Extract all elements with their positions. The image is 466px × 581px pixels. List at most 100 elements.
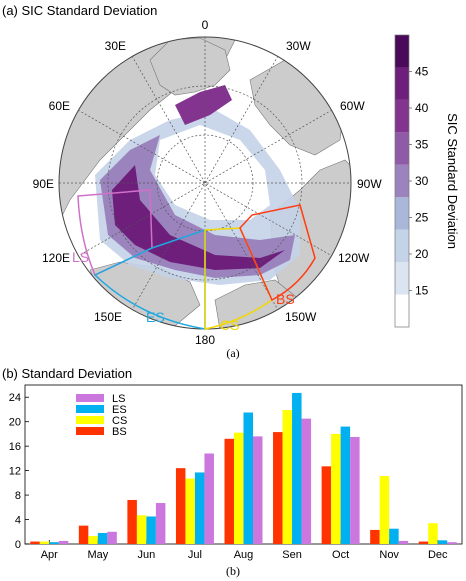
- colorbar-tick-label: 45: [415, 65, 429, 79]
- legend-swatch-cs: [76, 416, 104, 424]
- bar-bs-may: [78, 525, 89, 544]
- colorbar-tick-label: 15: [415, 284, 429, 298]
- panel-b-title: (b) Standard Deviation: [2, 366, 132, 381]
- lon-labels: 0 30W 60W 90W 120W 150W 180 150E 120E 90…: [33, 18, 383, 347]
- bar-cs-dec: [428, 523, 438, 544]
- colorbar-tick-label: 25: [415, 211, 429, 225]
- bar-ls-aug: [253, 436, 263, 544]
- lon-label: 180: [195, 333, 215, 347]
- colorbar-tick-label: 35: [415, 138, 429, 152]
- bar-cs-apr: [39, 541, 50, 544]
- x-tick-label: Sen: [282, 549, 302, 561]
- bar-es-may: [97, 532, 108, 544]
- legend-swatch-bs: [76, 427, 104, 435]
- colorbar-cell: [395, 262, 409, 295]
- bar-bs-aug: [224, 438, 234, 544]
- colorbar-tick-label: 30: [415, 174, 429, 188]
- bar-ls-oct: [350, 436, 360, 544]
- bar-cs-oct: [331, 433, 341, 544]
- bar-ls-jun: [155, 503, 166, 544]
- bar-es-oct: [340, 426, 351, 544]
- y-tick-label: 16: [9, 441, 21, 453]
- colorbar-cell: [395, 132, 409, 165]
- legend-label-cs: CS: [112, 415, 127, 427]
- x-tick-label: Nov: [379, 549, 399, 561]
- lon-label: 90E: [33, 177, 54, 191]
- region-label-cs: CS: [220, 317, 239, 333]
- bar-cs-sen: [282, 410, 293, 544]
- lon-label: 150W: [285, 310, 317, 324]
- panel-b-caption: (b): [226, 564, 240, 578]
- land-scandinavia: [149, 37, 231, 96]
- bar-bs-oct: [321, 466, 332, 544]
- bar-es-aug: [243, 412, 253, 544]
- lon-label: 0: [202, 18, 209, 32]
- bar-es-dec: [437, 540, 448, 544]
- region-label-bs: BS: [276, 291, 295, 307]
- sic-band-barents: [175, 85, 232, 125]
- lon-label: 60W: [340, 99, 365, 113]
- bar-bs-apr: [30, 541, 40, 544]
- bar-ls-dec: [447, 542, 457, 544]
- lon-label: 150E: [94, 310, 122, 324]
- legend-swatch-ls: [76, 394, 104, 402]
- bar-bs-jun: [127, 499, 137, 544]
- panel-a-caption: (a): [226, 346, 239, 360]
- region-label-es: ES: [146, 309, 165, 325]
- bar-es-jul: [194, 472, 205, 544]
- x-tick-label: Jul: [188, 549, 202, 561]
- bar-ls-sen: [301, 418, 312, 544]
- y-tick-label: 4: [15, 515, 21, 527]
- x-tick-label: Apr: [41, 549, 58, 561]
- bar-bs-jul: [175, 468, 186, 544]
- colorbar-tick-label: 20: [415, 247, 429, 261]
- region-bs-outline: [239, 204, 316, 302]
- colorbar-cell: [395, 99, 409, 133]
- colorbar-cell: [395, 35, 409, 68]
- y-tick-label: 12: [9, 466, 21, 478]
- bar-es-jun: [146, 516, 156, 544]
- region-labels: LS ES CS BS: [72, 249, 295, 333]
- lon-label: 120W: [338, 251, 370, 265]
- lon-label: 30E: [105, 39, 126, 53]
- bar-ls-nov: [398, 540, 409, 544]
- colorbar-label: SIC Standard Deviation: [445, 113, 460, 249]
- y-tick-label: 0: [15, 539, 21, 551]
- bar-bs-nov: [370, 529, 380, 544]
- bar-bs-dec: [418, 541, 429, 544]
- y-tick-label: 8: [15, 490, 21, 502]
- x-tick-label: Dec: [428, 549, 448, 561]
- lon-label: 30W: [286, 39, 311, 53]
- bar-cs-nov: [379, 476, 390, 544]
- x-tick-label: Oct: [332, 549, 349, 561]
- lon-label: 90W: [357, 177, 382, 191]
- legend-label-ls: LS: [112, 393, 125, 405]
- bar-ls-may: [107, 531, 117, 544]
- bar-bs-sen: [273, 432, 283, 544]
- y-tick-label: 20: [9, 417, 21, 429]
- polar-map: [58, 36, 352, 330]
- lon-label: 60E: [49, 99, 70, 113]
- sic-band-high: [112, 165, 285, 270]
- x-tick-label: May: [87, 549, 108, 561]
- sic-central-white: [155, 125, 270, 220]
- legend-label-es: ES: [112, 404, 127, 416]
- legend-swatch-es: [76, 405, 104, 413]
- y-tick-label: 24: [9, 392, 21, 404]
- panel-a-title: (a) SIC Standard Deviation: [2, 3, 157, 18]
- bar-cs-aug: [234, 432, 244, 544]
- colorbar-cell: [395, 229, 409, 263]
- colorbar-tick-label: 40: [415, 101, 429, 115]
- colorbar-cell: [395, 67, 409, 100]
- bar-es-apr: [49, 542, 59, 544]
- bar-ls-jul: [204, 453, 214, 544]
- x-tick-label: Aug: [234, 549, 254, 561]
- legend-label-bs: BS: [112, 426, 127, 438]
- bar-cs-jun: [136, 515, 147, 544]
- bar-ls-apr: [58, 540, 69, 544]
- colorbar-cell: [395, 294, 409, 327]
- bar-es-nov: [389, 528, 399, 544]
- lon-label: 120E: [42, 251, 70, 265]
